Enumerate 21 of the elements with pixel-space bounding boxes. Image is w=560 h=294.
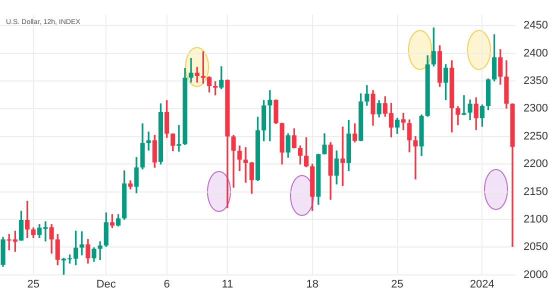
candlestick [188,58,194,82]
y-tick-label: 2300 [524,102,548,115]
y-tick-label: 2200 [524,158,548,170]
y-tick-label: 2250 [524,130,548,142]
x-tick-label: 25 [391,278,404,290]
x-tick-label: 6 [164,278,170,290]
x-tick-label: Dec [96,278,116,290]
x-tick-label: 25 [27,278,40,290]
y-tick-label: 2100 [524,213,548,226]
y-tick-label: 2400 [524,47,548,60]
x-tick-label: 11 [222,278,234,290]
y-tick-label: 2000 [524,268,548,281]
x-tick-label: 18 [306,278,318,290]
candlestick [413,136,418,180]
x-tick-label: 2024 [470,278,494,290]
y-tick-label: 2350 [524,75,548,88]
candlestick [98,241,102,260]
candlestick [462,95,466,116]
y-tick-label: 2050 [524,241,548,254]
y-tick-label: 2150 [524,186,548,198]
y-tick-label: 2450 [524,20,548,32]
